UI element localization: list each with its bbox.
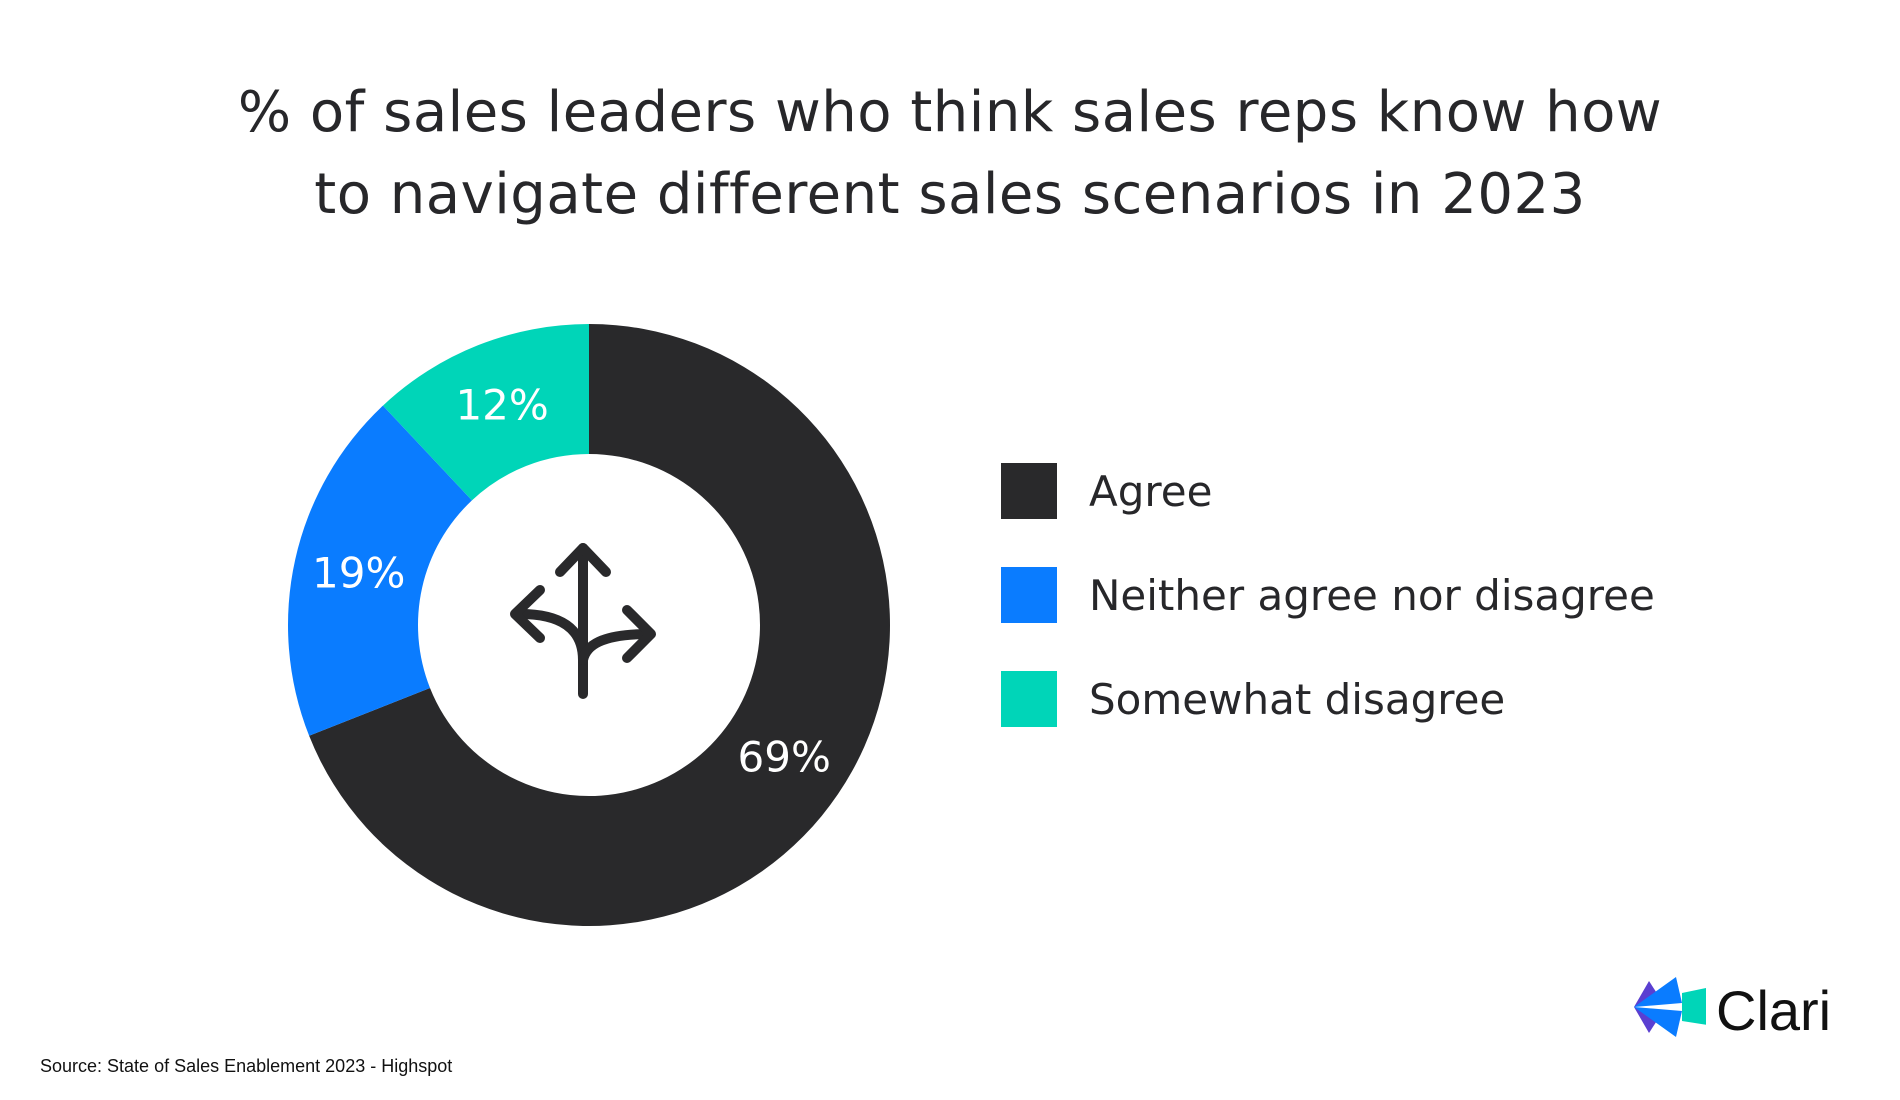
source-note: Source: State of Sales Enablement 2023 -… — [40, 1056, 453, 1076]
legend-item-agree: Agree — [1001, 463, 1655, 519]
legend-item-somewhat-disagree: Somewhat disagree — [1001, 671, 1655, 727]
clari-logo-icon — [1634, 977, 1706, 1037]
logo-text: Clari — [1716, 978, 1832, 1042]
data-label: 19% — [312, 549, 405, 598]
title-line-2: to navigate different sales scenarios in… — [314, 162, 1586, 227]
data-label: 69% — [738, 733, 831, 782]
legend-swatch-agree — [1001, 463, 1057, 519]
split-arrows-icon — [510, 543, 656, 699]
legend-label: Neither agree nor disagree — [1089, 570, 1655, 620]
slice-agree — [309, 324, 890, 926]
legend-label: Agree — [1089, 466, 1213, 516]
slice-neither-agree-nor-disagree — [287, 405, 472, 736]
slice-somewhat-disagree — [382, 324, 589, 501]
legend-label: Somewhat disagree — [1089, 674, 1506, 724]
title-line-1: % of sales leaders who think sales reps … — [237, 80, 1663, 145]
legend-swatch-somewhat-disagree — [1001, 671, 1057, 727]
legend-item-neither: Neither agree nor disagree — [1001, 567, 1655, 623]
data-label: 12% — [455, 381, 548, 430]
clari-logo: Clari — [1634, 975, 1831, 1045]
chart-title: % of sales leaders who think sales reps … — [0, 72, 1900, 236]
legend-swatch-neither — [1001, 567, 1057, 623]
legend: Agree Neither agree nor disagree Somewha… — [1001, 463, 1655, 775]
